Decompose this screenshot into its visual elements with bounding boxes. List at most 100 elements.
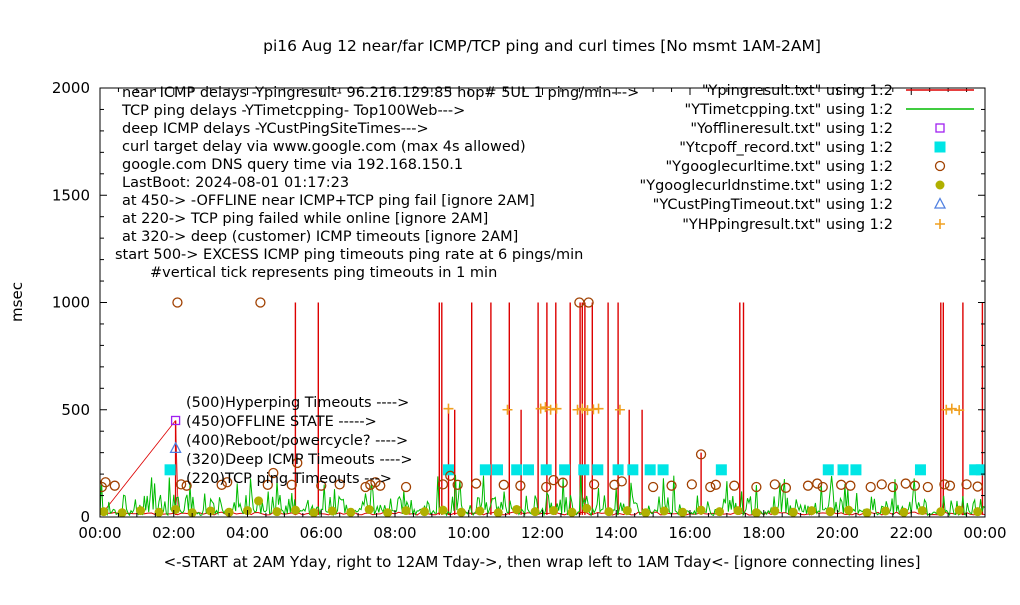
plus-marker bbox=[941, 404, 952, 415]
threshold-label-500: (500)Hyperping Timeouts ----> bbox=[186, 395, 409, 411]
legend-label: "Ytcpoff_record.txt" using 1:2 bbox=[679, 140, 893, 156]
filled-square-marker bbox=[715, 464, 727, 476]
plus-marker bbox=[540, 402, 551, 413]
filled-circle-marker bbox=[309, 508, 319, 517]
filled-circle-marker bbox=[100, 507, 109, 517]
open-circle-marker bbox=[515, 480, 526, 491]
x-tick-label: 20:00 bbox=[816, 524, 859, 542]
open-circle-marker bbox=[944, 480, 956, 491]
open-circle-marker bbox=[360, 481, 371, 493]
legend-key-samples bbox=[906, 89, 974, 229]
open-circle-marker bbox=[172, 297, 183, 308]
open-circle-marker bbox=[972, 481, 983, 492]
plus-marker bbox=[545, 404, 556, 415]
filled-circle-marker bbox=[641, 508, 651, 517]
x-tick-label: 04:00 bbox=[226, 524, 269, 542]
open-circle-marker bbox=[845, 480, 856, 491]
open-circle-marker bbox=[262, 479, 273, 490]
filled-circle-marker bbox=[475, 506, 485, 516]
filled-circle-marker bbox=[899, 507, 909, 517]
filled-circle-marker bbox=[917, 506, 927, 516]
open-circle-marker bbox=[647, 481, 659, 493]
open-circle-marker bbox=[375, 480, 386, 491]
y-tick-label: 500 bbox=[61, 401, 90, 419]
open-circle-marker bbox=[452, 479, 463, 490]
legend-label: "Yofflineresult.txt" using 1:2 bbox=[690, 121, 893, 137]
filled-circle-marker bbox=[582, 503, 592, 513]
open-circle-marker bbox=[710, 479, 721, 490]
filled-circle-marker bbox=[825, 507, 835, 517]
annotation-line: curl target delay via www.google.com (ma… bbox=[122, 139, 526, 155]
legend-label: "Ypingresult.txt" using 1:2 bbox=[702, 83, 893, 99]
legend-label: "Ygooglecurltime.txt" using 1:2 bbox=[666, 159, 894, 175]
open-circle-marker bbox=[939, 479, 950, 490]
legend-label: "YCustPingTimeout.txt" using 1:2 bbox=[653, 197, 893, 213]
annotation-line: #vertical tick represents ping timeouts … bbox=[150, 265, 497, 281]
plot-border bbox=[99, 87, 986, 518]
open-circle-marker bbox=[686, 479, 697, 490]
filled-square-marker bbox=[644, 464, 656, 476]
filled-circle-marker bbox=[383, 508, 393, 517]
filled-circle-marker bbox=[715, 507, 724, 517]
open-circle-marker bbox=[769, 479, 780, 490]
open-circle-marker bbox=[175, 479, 187, 490]
filled-square-marker bbox=[837, 464, 849, 476]
y-tick-label: 0 bbox=[80, 508, 90, 526]
filled-circle-marker bbox=[844, 505, 854, 515]
open-circle-marker bbox=[588, 479, 600, 490]
filled-circle-marker bbox=[493, 508, 503, 517]
filled-circle-marker bbox=[438, 505, 448, 515]
filled-circle-marker bbox=[512, 504, 522, 514]
filled-circle-marker bbox=[770, 506, 780, 516]
filled-square-marker bbox=[627, 464, 639, 476]
open-circle-marker bbox=[400, 481, 412, 493]
plus-marker bbox=[502, 404, 513, 415]
filled-circle-marker bbox=[187, 508, 197, 517]
x-tick-label: 14:00 bbox=[595, 524, 638, 542]
plus-marker bbox=[582, 405, 593, 416]
filled-circle-marker bbox=[733, 506, 743, 516]
open-circle-marker bbox=[255, 297, 266, 308]
filled-circle-marker bbox=[936, 507, 946, 517]
open-circle-marker bbox=[729, 480, 740, 491]
filled-square-marker bbox=[522, 464, 534, 476]
open-square-marker bbox=[170, 415, 181, 426]
open-circle-marker bbox=[961, 479, 972, 490]
chart-title: pi16 Aug 12 near/far ICMP/TCP ping and c… bbox=[263, 37, 821, 55]
open-circle-marker bbox=[222, 477, 233, 488]
open-circle-marker bbox=[445, 470, 456, 481]
open-circle-marker bbox=[836, 479, 847, 490]
open-triangle-marker bbox=[933, 197, 947, 209]
filled-circle-marker bbox=[973, 507, 983, 517]
filled-circle-marker bbox=[751, 508, 761, 517]
annotation-line: near ICMP delays -Ypingresult- 96.216.12… bbox=[122, 85, 639, 101]
filled-circle-marker bbox=[788, 507, 798, 517]
plus-marker bbox=[614, 404, 625, 415]
threshold-label-400: (400)Reboot/powercycle? ----> bbox=[186, 433, 408, 449]
filled-circle-marker bbox=[254, 496, 264, 506]
open-circle-marker bbox=[666, 480, 677, 491]
filled-square-marker bbox=[969, 464, 981, 476]
filled-square-marker bbox=[975, 464, 985, 476]
filled-circle-marker bbox=[678, 507, 688, 517]
plus-marker bbox=[577, 403, 588, 414]
open-circle-marker bbox=[812, 478, 823, 489]
filled-square-marker bbox=[492, 464, 504, 476]
open-circle-marker bbox=[557, 477, 568, 488]
open-circle-marker bbox=[548, 474, 559, 486]
y-tick-label: 2000 bbox=[52, 79, 90, 97]
open-circle-marker bbox=[751, 481, 762, 493]
open-circle-marker bbox=[705, 481, 716, 493]
annotation-line: at 450-> -OFFLINE near ICMP+TCP ping fai… bbox=[122, 193, 535, 209]
filled-circle-marker bbox=[807, 506, 817, 516]
filled-square-marker bbox=[914, 464, 926, 476]
filled-circle-marker bbox=[346, 507, 356, 517]
filled-circle-marker bbox=[935, 180, 945, 190]
open-circle-marker bbox=[334, 479, 345, 490]
filled-circle-marker bbox=[696, 505, 706, 515]
open-circle-marker bbox=[286, 479, 297, 490]
open-circle-marker bbox=[316, 480, 327, 491]
legend-label: "YHPpingresult.txt" using 1:2 bbox=[682, 217, 893, 233]
open-circle-marker bbox=[616, 476, 627, 487]
plot-series bbox=[100, 297, 985, 517]
